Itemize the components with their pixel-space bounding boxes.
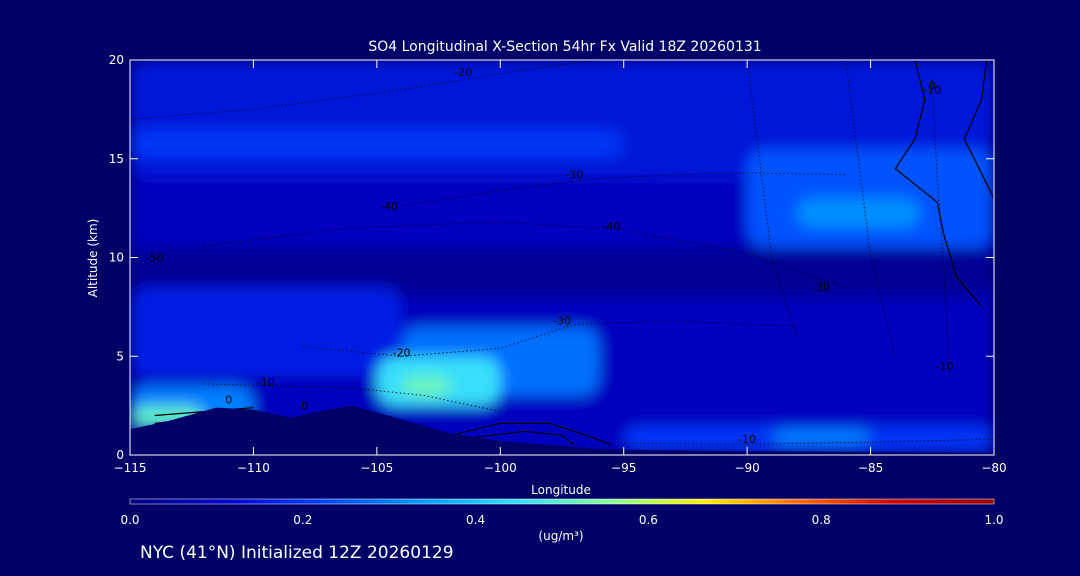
contour-label: -10 <box>738 433 756 446</box>
contour-line <box>931 79 951 377</box>
y-tick-label: 5 <box>116 349 124 363</box>
contour-label: -10 <box>257 376 275 389</box>
contour-line <box>204 221 847 288</box>
colorbar-tick-label: 1.0 <box>984 513 1003 527</box>
x-axis-label: Longitude <box>531 483 591 497</box>
concentration-band <box>130 247 994 297</box>
contour-line <box>963 60 994 199</box>
concentration-band <box>130 129 624 159</box>
chart-title: SO4 Longitudinal X-Section 54hr Fx Valid… <box>368 39 761 55</box>
contour-label: 0 <box>929 80 936 93</box>
x-tick-label: −85 <box>858 461 883 475</box>
colorbar-tick-label: 0.4 <box>466 513 485 527</box>
colorbar-tick-label: 0.8 <box>812 513 831 527</box>
x-tick-label: −105 <box>360 461 393 475</box>
y-tick-label: 0 <box>116 448 124 462</box>
x-tick-label: −115 <box>114 461 147 475</box>
contour-line <box>746 60 797 337</box>
x-tick-label: −95 <box>611 461 636 475</box>
concentration-band <box>771 429 871 446</box>
concentration-band <box>796 198 920 228</box>
contour-label: -20 <box>454 66 472 79</box>
contour-line <box>401 172 846 207</box>
terrain-mask <box>130 405 994 455</box>
contour-label: -0 <box>297 400 308 413</box>
y-tick-label: 15 <box>109 152 124 166</box>
contour-label: -10 <box>936 360 954 373</box>
colorbar-tick-label: 0.2 <box>293 513 312 527</box>
colorbar <box>129 498 995 505</box>
x-tick-label: −100 <box>484 461 517 475</box>
concentration-band <box>130 287 402 376</box>
contour-line <box>130 60 600 120</box>
contour-line <box>475 430 575 446</box>
contour-label: -30 <box>565 169 583 182</box>
y-tick-label: 10 <box>109 251 124 265</box>
contour-label: -50 <box>146 251 164 264</box>
contour-line <box>450 422 612 446</box>
concentration-band <box>401 376 451 396</box>
y-axis: 0 5 10 15 20 <box>109 53 994 462</box>
contour-label: -10 <box>923 84 941 97</box>
colorbar-tick-label: 0.0 <box>120 513 139 527</box>
concentration-field <box>130 60 994 455</box>
contour-label: 0 <box>225 394 232 407</box>
contour-line <box>204 383 501 413</box>
contour-line <box>302 320 797 357</box>
contour-line <box>623 438 994 445</box>
x-axis: −115 −110 −105 −100 −95 −90 −85 −80 <box>114 60 1007 475</box>
temperature-contours <box>130 60 994 446</box>
plot-area: -20-100-30-40-40-50-30-30-20-10-100 -0-10 <box>130 60 994 455</box>
contour-label: -30 <box>553 315 571 328</box>
colorbar-label: (ug/m³) <box>538 529 583 543</box>
footer-caption: NYC (41°N) Initialized 12Z 20260129 <box>140 543 454 563</box>
y-tick-label: 20 <box>109 53 124 67</box>
colorbar-tick-label: 0.6 <box>639 513 658 527</box>
contour-labels: -20-100-30-40-40-50-30-30-20-10-100 -0-10 <box>146 66 954 446</box>
contour-label: -40 <box>602 220 620 233</box>
x-tick-label: −110 <box>237 461 270 475</box>
y-axis-label: Altitude (km) <box>86 219 100 298</box>
contour-label: -40 <box>380 200 398 213</box>
contour-label: -30 <box>812 281 830 294</box>
colorbar-ticks: 0.0 0.2 0.4 0.6 0.8 1.0 <box>120 513 1003 527</box>
contour-line <box>845 60 896 357</box>
contour-line <box>894 60 983 308</box>
x-tick-label: −80 <box>981 461 1006 475</box>
contour-label: -20 <box>393 346 411 359</box>
x-tick-label: −90 <box>734 461 759 475</box>
